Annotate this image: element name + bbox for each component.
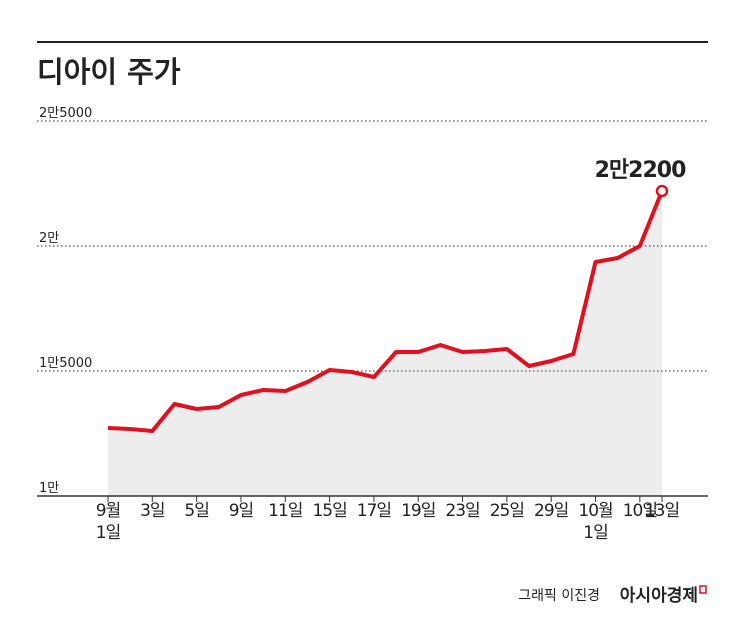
x-tick-label: 11일 — [268, 501, 303, 521]
x-tick-label: 15일 — [312, 501, 347, 521]
y-tick-label: 2만5000 — [39, 106, 92, 121]
end-marker — [655, 184, 669, 198]
x-tick-label: 3일 — [140, 501, 165, 521]
logo-mark — [699, 585, 707, 594]
x-tick-label: 9일 — [228, 501, 254, 521]
y-tick-label: 1만5000 — [39, 356, 92, 371]
x-tick-label: 17일 — [356, 501, 392, 521]
x-tick-label: 25일 — [489, 501, 525, 521]
chart-title: 디아이 주가 — [37, 55, 181, 89]
x-tick-label: 23일 — [445, 501, 480, 521]
line — [107, 190, 664, 433]
y-tick-label: 1만 — [39, 481, 59, 496]
area — [108, 191, 662, 496]
x-tick-label: 10월 1일 — [578, 501, 613, 543]
source: 아시아경제 — [620, 586, 698, 606]
x-tick-label: 5일 — [184, 501, 209, 521]
value-label: 2만2200 — [595, 158, 686, 183]
credit: 그래픽 이진경 — [518, 588, 600, 604]
x-tick-label: 29일 — [534, 501, 569, 521]
x-tick-label: 13일 — [644, 501, 680, 521]
x-tick-label: 9월 1일 — [95, 501, 121, 543]
x-tick-label: 10일 — [622, 501, 658, 521]
y-tick-label: 2만 — [39, 231, 59, 246]
x-tick-label: 19일 — [401, 501, 436, 521]
